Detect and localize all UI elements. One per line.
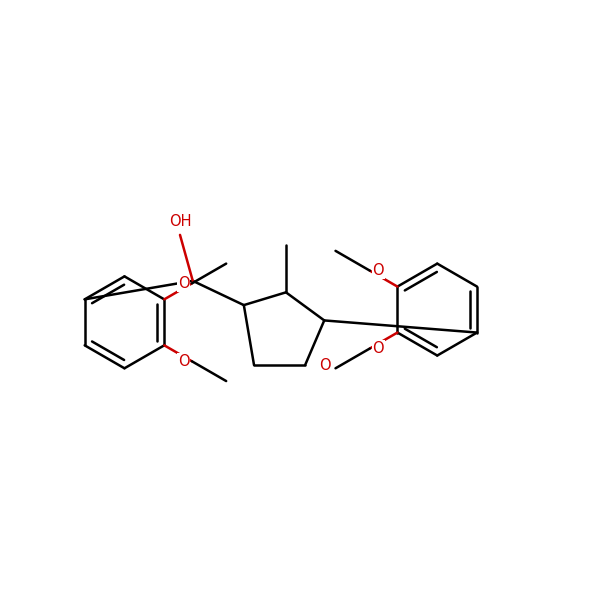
Text: O: O [373, 341, 384, 356]
Text: O: O [319, 358, 331, 373]
Text: O: O [178, 276, 190, 291]
Text: O: O [178, 354, 190, 369]
Text: O: O [373, 263, 384, 278]
Text: OH: OH [169, 214, 191, 229]
